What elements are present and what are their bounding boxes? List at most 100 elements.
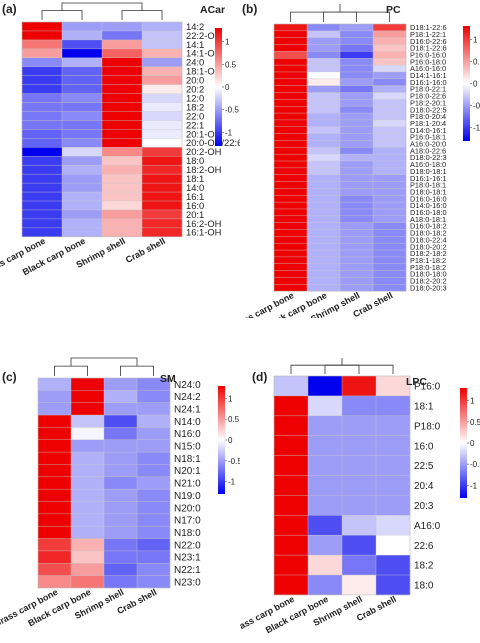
heatmap-cell <box>62 120 103 130</box>
heatmap-cell <box>376 376 411 397</box>
heatmap-cell <box>62 102 103 112</box>
heatmap-cell <box>340 133 374 141</box>
heatmap-cell <box>308 515 343 536</box>
color-scale-label: -0.5 <box>228 457 240 466</box>
heatmap-cell <box>142 120 183 130</box>
heatmap-cell <box>340 188 374 196</box>
row-label: A18:0-22:6 <box>410 146 446 155</box>
row-label: A16:0-20:0 <box>410 140 446 149</box>
heatmap-panel-pc: (b) D18:1-22:6 P18:1-22:1 D16:0-22:6 D18:1-… <box>228 0 480 332</box>
row-label: N17:0 <box>174 516 201 527</box>
heatmap-cell <box>62 66 103 76</box>
color-scale-label: 0 <box>470 439 475 448</box>
heatmap-cell <box>274 195 308 203</box>
row-label: 12:0 <box>186 92 204 103</box>
row-label: 22:0 <box>186 110 204 121</box>
color-scale-label: 1 <box>225 38 230 47</box>
row-label: D16:0-22:6 <box>410 37 447 46</box>
heatmap-cell <box>340 119 374 127</box>
heatmap-cell <box>307 188 341 196</box>
heatmap-cell <box>373 85 407 93</box>
heatmap-cell <box>307 51 341 59</box>
heatmap-cell <box>104 526 138 539</box>
heatmap-cell <box>104 427 138 440</box>
heatmap-cell <box>373 167 407 175</box>
heatmap-cell <box>308 495 343 516</box>
heatmap-cell <box>342 575 377 596</box>
heatmap-cell <box>340 51 374 59</box>
heatmap-cell <box>137 501 171 515</box>
heatmap-cell <box>22 111 63 121</box>
heatmap-cell <box>104 378 138 391</box>
color-scale-bar <box>215 28 222 146</box>
heatmap-cell <box>373 51 407 59</box>
color-scale-label: 0.5 <box>225 60 237 69</box>
heatmap-cell <box>274 222 308 230</box>
row-label: 18:2-OH <box>186 164 221 175</box>
heatmap-cell <box>137 439 171 453</box>
heatmap-cell <box>376 395 411 416</box>
heatmap-cell <box>307 65 341 73</box>
heatmap-cell <box>274 415 309 436</box>
heatmap-cell <box>340 30 374 38</box>
heatmap-cell <box>274 250 308 258</box>
heatmap-cell <box>102 147 143 157</box>
heatmap-frame <box>273 23 407 292</box>
heatmap-cell <box>340 174 374 182</box>
row-label: N22:0 <box>174 540 201 551</box>
heatmap-cell <box>38 526 72 539</box>
heatmap-cell <box>142 138 183 148</box>
heatmap-cell <box>376 475 411 496</box>
row-label: D18:0-20:2 <box>410 242 447 251</box>
heatmap-cell <box>340 215 374 223</box>
heatmap-cell <box>373 65 407 73</box>
heatmap-cell <box>274 284 308 292</box>
heatmap-cell <box>373 78 407 86</box>
heatmap-cell <box>307 236 341 244</box>
row-label: D18:2-18:2 <box>410 249 447 258</box>
heatmap-cell <box>373 106 407 114</box>
heatmap-cell <box>373 195 407 203</box>
row-label: P16:0 <box>414 382 441 393</box>
heatmap-cell <box>71 501 105 515</box>
heatmap-cell <box>274 395 309 416</box>
heatmap-cell <box>38 476 72 490</box>
cell-grid <box>38 378 170 588</box>
heatmap-cell <box>307 78 341 86</box>
heatmap-cell <box>340 92 374 100</box>
heatmap-cell <box>62 111 103 121</box>
heatmap-cell <box>373 99 407 107</box>
heatmap-cell <box>104 538 138 552</box>
heatmap-cell <box>340 277 374 285</box>
heatmap-cell <box>22 66 63 76</box>
heatmap-cell <box>274 256 308 264</box>
heatmap-cell <box>22 192 63 202</box>
row-label: 20:1 <box>186 209 204 220</box>
heatmap-cell <box>340 147 374 155</box>
heatmap-cell <box>373 284 407 292</box>
heatmap-cell <box>274 270 308 278</box>
color-scale-label: 0.5 <box>228 415 240 424</box>
row-label: 16:1 <box>186 191 204 202</box>
row-label: D14:0-16:0 <box>410 201 447 210</box>
heatmap-cell <box>274 236 308 244</box>
heatmap-cell <box>274 535 309 556</box>
heatmap-cell <box>307 24 341 32</box>
color-scale-label: -0.5 <box>473 102 480 111</box>
heatmap-cell <box>274 78 308 86</box>
heatmap-cell <box>340 250 374 258</box>
row-label: 18:0 <box>186 155 204 166</box>
row-label: D18:0-18:1 <box>410 187 447 196</box>
heatmap-cell <box>274 30 308 38</box>
heatmap-cell <box>274 215 308 223</box>
row-label: 20:0 <box>186 75 204 86</box>
color-scale-bar <box>460 388 467 498</box>
heatmap-cell <box>340 65 374 73</box>
heatmap-cell <box>71 563 105 576</box>
heatmap-cell <box>307 277 341 285</box>
heatmap-cell <box>102 102 143 112</box>
row-label: P18:0-22:6 <box>410 92 446 101</box>
heatmap-cell <box>307 181 341 189</box>
heatmap-cell <box>38 563 72 576</box>
heatmap-cell <box>38 538 72 552</box>
